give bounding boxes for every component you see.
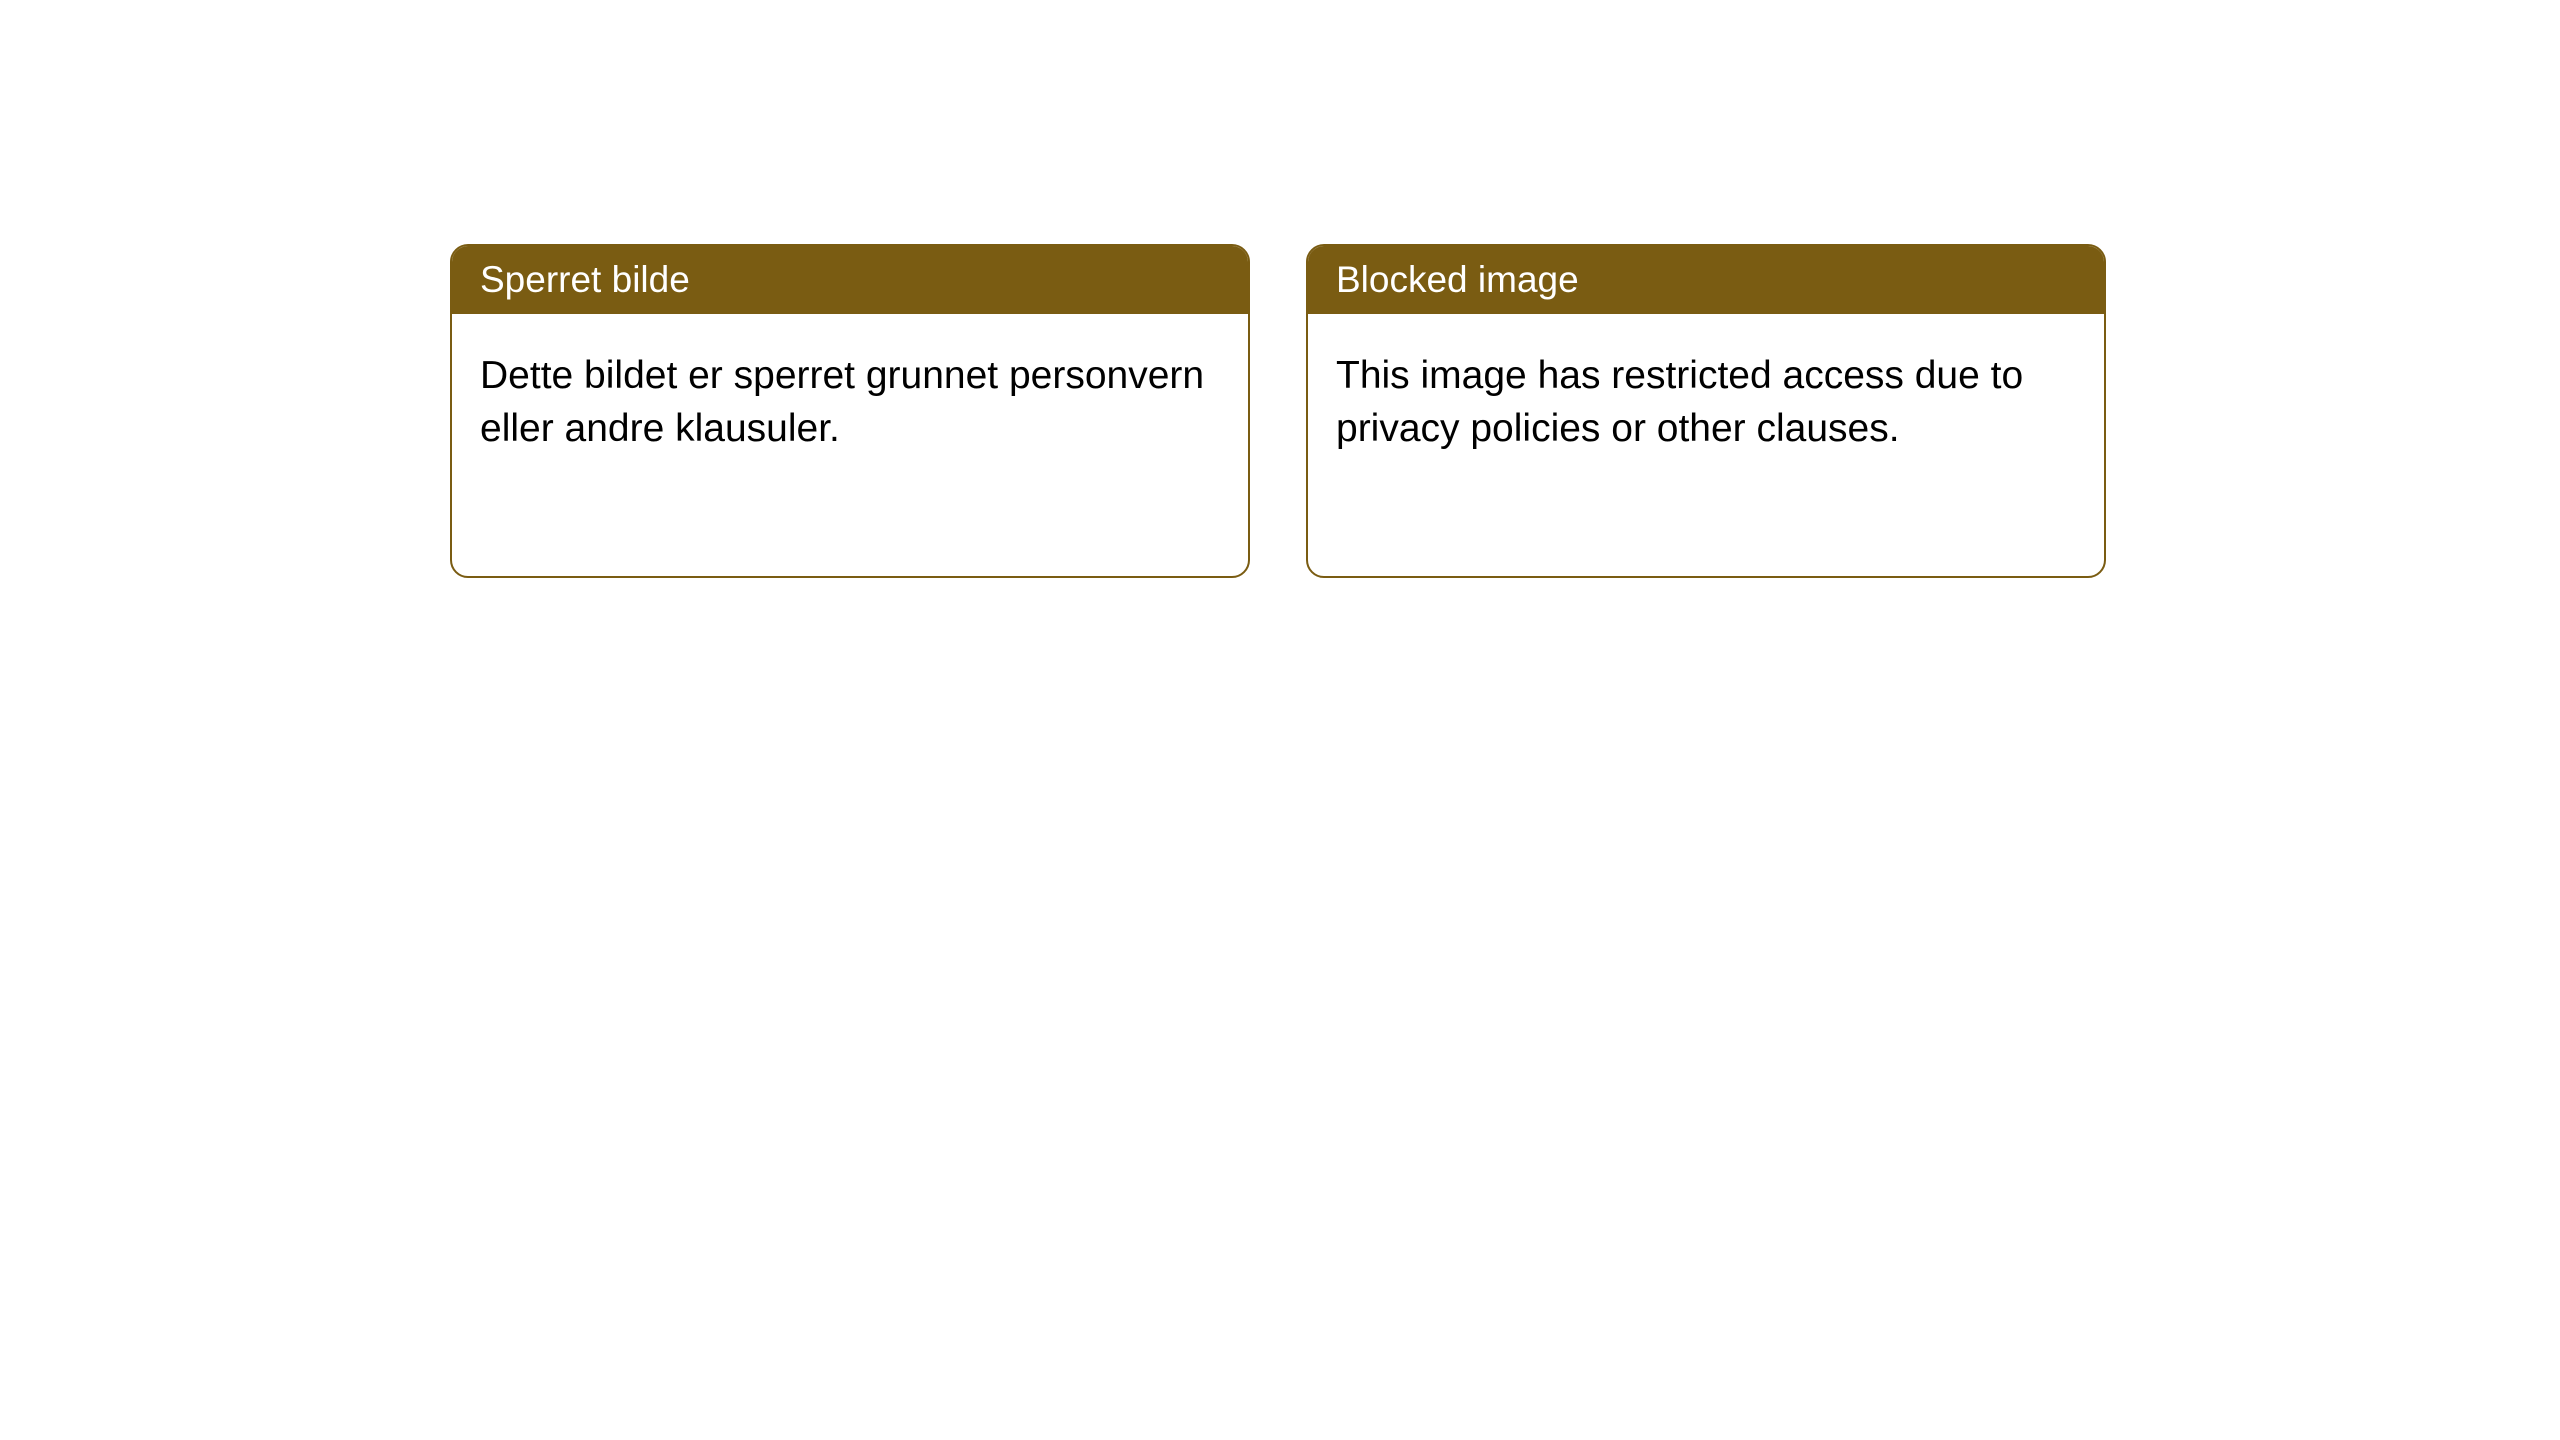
notice-header: Blocked image (1308, 246, 2104, 314)
notice-body-text: Dette bildet er sperret grunnet personve… (480, 354, 1204, 450)
notice-body: This image has restricted access due to … (1308, 314, 2104, 491)
notice-container: Sperret bilde Dette bildet er sperret gr… (0, 0, 2560, 578)
notice-body-text: This image has restricted access due to … (1336, 354, 2023, 450)
notice-header: Sperret bilde (452, 246, 1248, 314)
notice-title: Sperret bilde (480, 259, 690, 300)
notice-title: Blocked image (1336, 259, 1579, 300)
notice-body: Dette bildet er sperret grunnet personve… (452, 314, 1248, 491)
notice-box-norwegian: Sperret bilde Dette bildet er sperret gr… (450, 244, 1250, 578)
notice-box-english: Blocked image This image has restricted … (1306, 244, 2106, 578)
